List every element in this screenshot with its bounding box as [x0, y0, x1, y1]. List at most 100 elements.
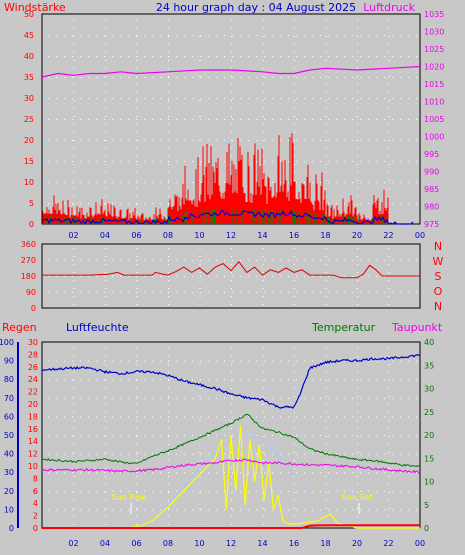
grid-dot — [168, 92, 169, 93]
grid-dot — [168, 203, 169, 204]
grid-dot — [48, 379, 49, 381]
grid-dot — [224, 77, 225, 78]
grid-dot — [88, 276, 89, 277]
grid-dot — [368, 98, 369, 99]
grid-dot — [344, 490, 345, 492]
grid-dot — [136, 98, 137, 99]
grid-dot — [199, 148, 201, 149]
grid-dot — [105, 436, 106, 437]
grid-dot — [352, 292, 353, 293]
grid-dot — [152, 276, 153, 277]
grid-dot — [168, 276, 169, 277]
grid-dot — [280, 397, 281, 399]
grid-dot — [105, 172, 106, 173]
grid-dot — [168, 44, 169, 45]
grid-dot — [160, 35, 161, 36]
grid-dot — [280, 435, 281, 436]
grid-dot — [73, 428, 75, 429]
grid-dot — [256, 472, 257, 474]
grid-dot — [160, 416, 161, 418]
grid-dot — [408, 203, 409, 204]
grid-dot — [388, 172, 390, 173]
grid-dot — [416, 35, 417, 36]
grid-dot — [56, 119, 57, 120]
grid-dot — [136, 212, 138, 213]
grid-dot — [56, 416, 57, 418]
grid-dot — [264, 509, 265, 511]
grid-dot — [176, 161, 177, 162]
grid-dot — [400, 292, 401, 293]
grid-dot — [184, 453, 185, 455]
grid-dot — [357, 380, 358, 381]
grid-dot — [88, 292, 89, 293]
grid-dot — [294, 304, 295, 305]
grid-dot — [368, 119, 369, 120]
grid-dot — [294, 356, 295, 357]
rain-tick-label: 10 — [28, 462, 38, 471]
grid-dot — [357, 356, 358, 357]
grid-dot — [336, 35, 337, 36]
direction-grid — [48, 248, 417, 305]
grid-dot — [344, 182, 345, 183]
grid-dot — [304, 397, 305, 399]
grid-dot — [105, 460, 106, 461]
grid-dot — [231, 36, 232, 37]
grid-dot — [64, 119, 65, 120]
grid-dot — [352, 397, 353, 399]
grid-dot — [80, 490, 81, 492]
direction-tick-label: 270 — [21, 256, 36, 265]
grid-dot — [105, 156, 106, 157]
grid-dot — [262, 356, 264, 357]
grid-dot — [325, 60, 327, 61]
grid-dot — [328, 292, 329, 293]
grid-dot — [294, 372, 295, 373]
grid-dot — [325, 36, 327, 37]
grid-dot — [388, 516, 390, 517]
grid-dot — [192, 56, 193, 57]
grid-dot — [152, 77, 153, 78]
grid-dot — [136, 272, 138, 273]
grid-dot — [48, 161, 49, 162]
grid-dot — [357, 172, 358, 173]
grid-dot — [392, 56, 393, 57]
grid-dot — [136, 36, 138, 37]
grid-dot — [199, 180, 201, 181]
grid-dot — [208, 119, 209, 120]
grid-dot — [144, 453, 145, 455]
grid-dot — [128, 397, 129, 399]
grid-dot — [357, 280, 358, 281]
wind-axis-title: Windstärke — [4, 1, 66, 14]
grid-dot — [296, 397, 297, 399]
grid-dot — [168, 508, 169, 509]
grid-dot — [48, 490, 49, 492]
grid-dot — [136, 492, 138, 493]
grid-dot — [388, 36, 390, 37]
grid-dot — [325, 460, 327, 461]
grid-dot — [232, 397, 233, 399]
grid-dot — [336, 472, 337, 474]
grid-dot — [325, 164, 327, 165]
direction-plot-frame — [41, 243, 421, 309]
grid-dot — [104, 397, 105, 399]
grid-dot — [262, 272, 264, 273]
grid-dot — [312, 276, 313, 277]
grid-dot — [73, 172, 75, 173]
grid-dot — [264, 140, 265, 141]
grid-dot — [73, 52, 75, 53]
grid-dot — [294, 164, 295, 165]
grid-dot — [248, 292, 249, 293]
grid-dot — [400, 98, 401, 99]
grid-dot — [176, 435, 177, 436]
pressure-tick-label: 990 — [424, 168, 439, 177]
grid-dot — [262, 148, 264, 149]
grid-dot — [357, 116, 358, 117]
grid-dot — [105, 348, 106, 349]
grid-dot — [384, 77, 385, 78]
grid-dot — [280, 98, 281, 99]
grid-dot — [136, 108, 138, 109]
grid-dot — [288, 416, 289, 418]
grid-dot — [264, 416, 265, 418]
grid-dot — [96, 77, 97, 78]
grid-dot — [168, 260, 169, 261]
grid-dot — [168, 248, 169, 249]
